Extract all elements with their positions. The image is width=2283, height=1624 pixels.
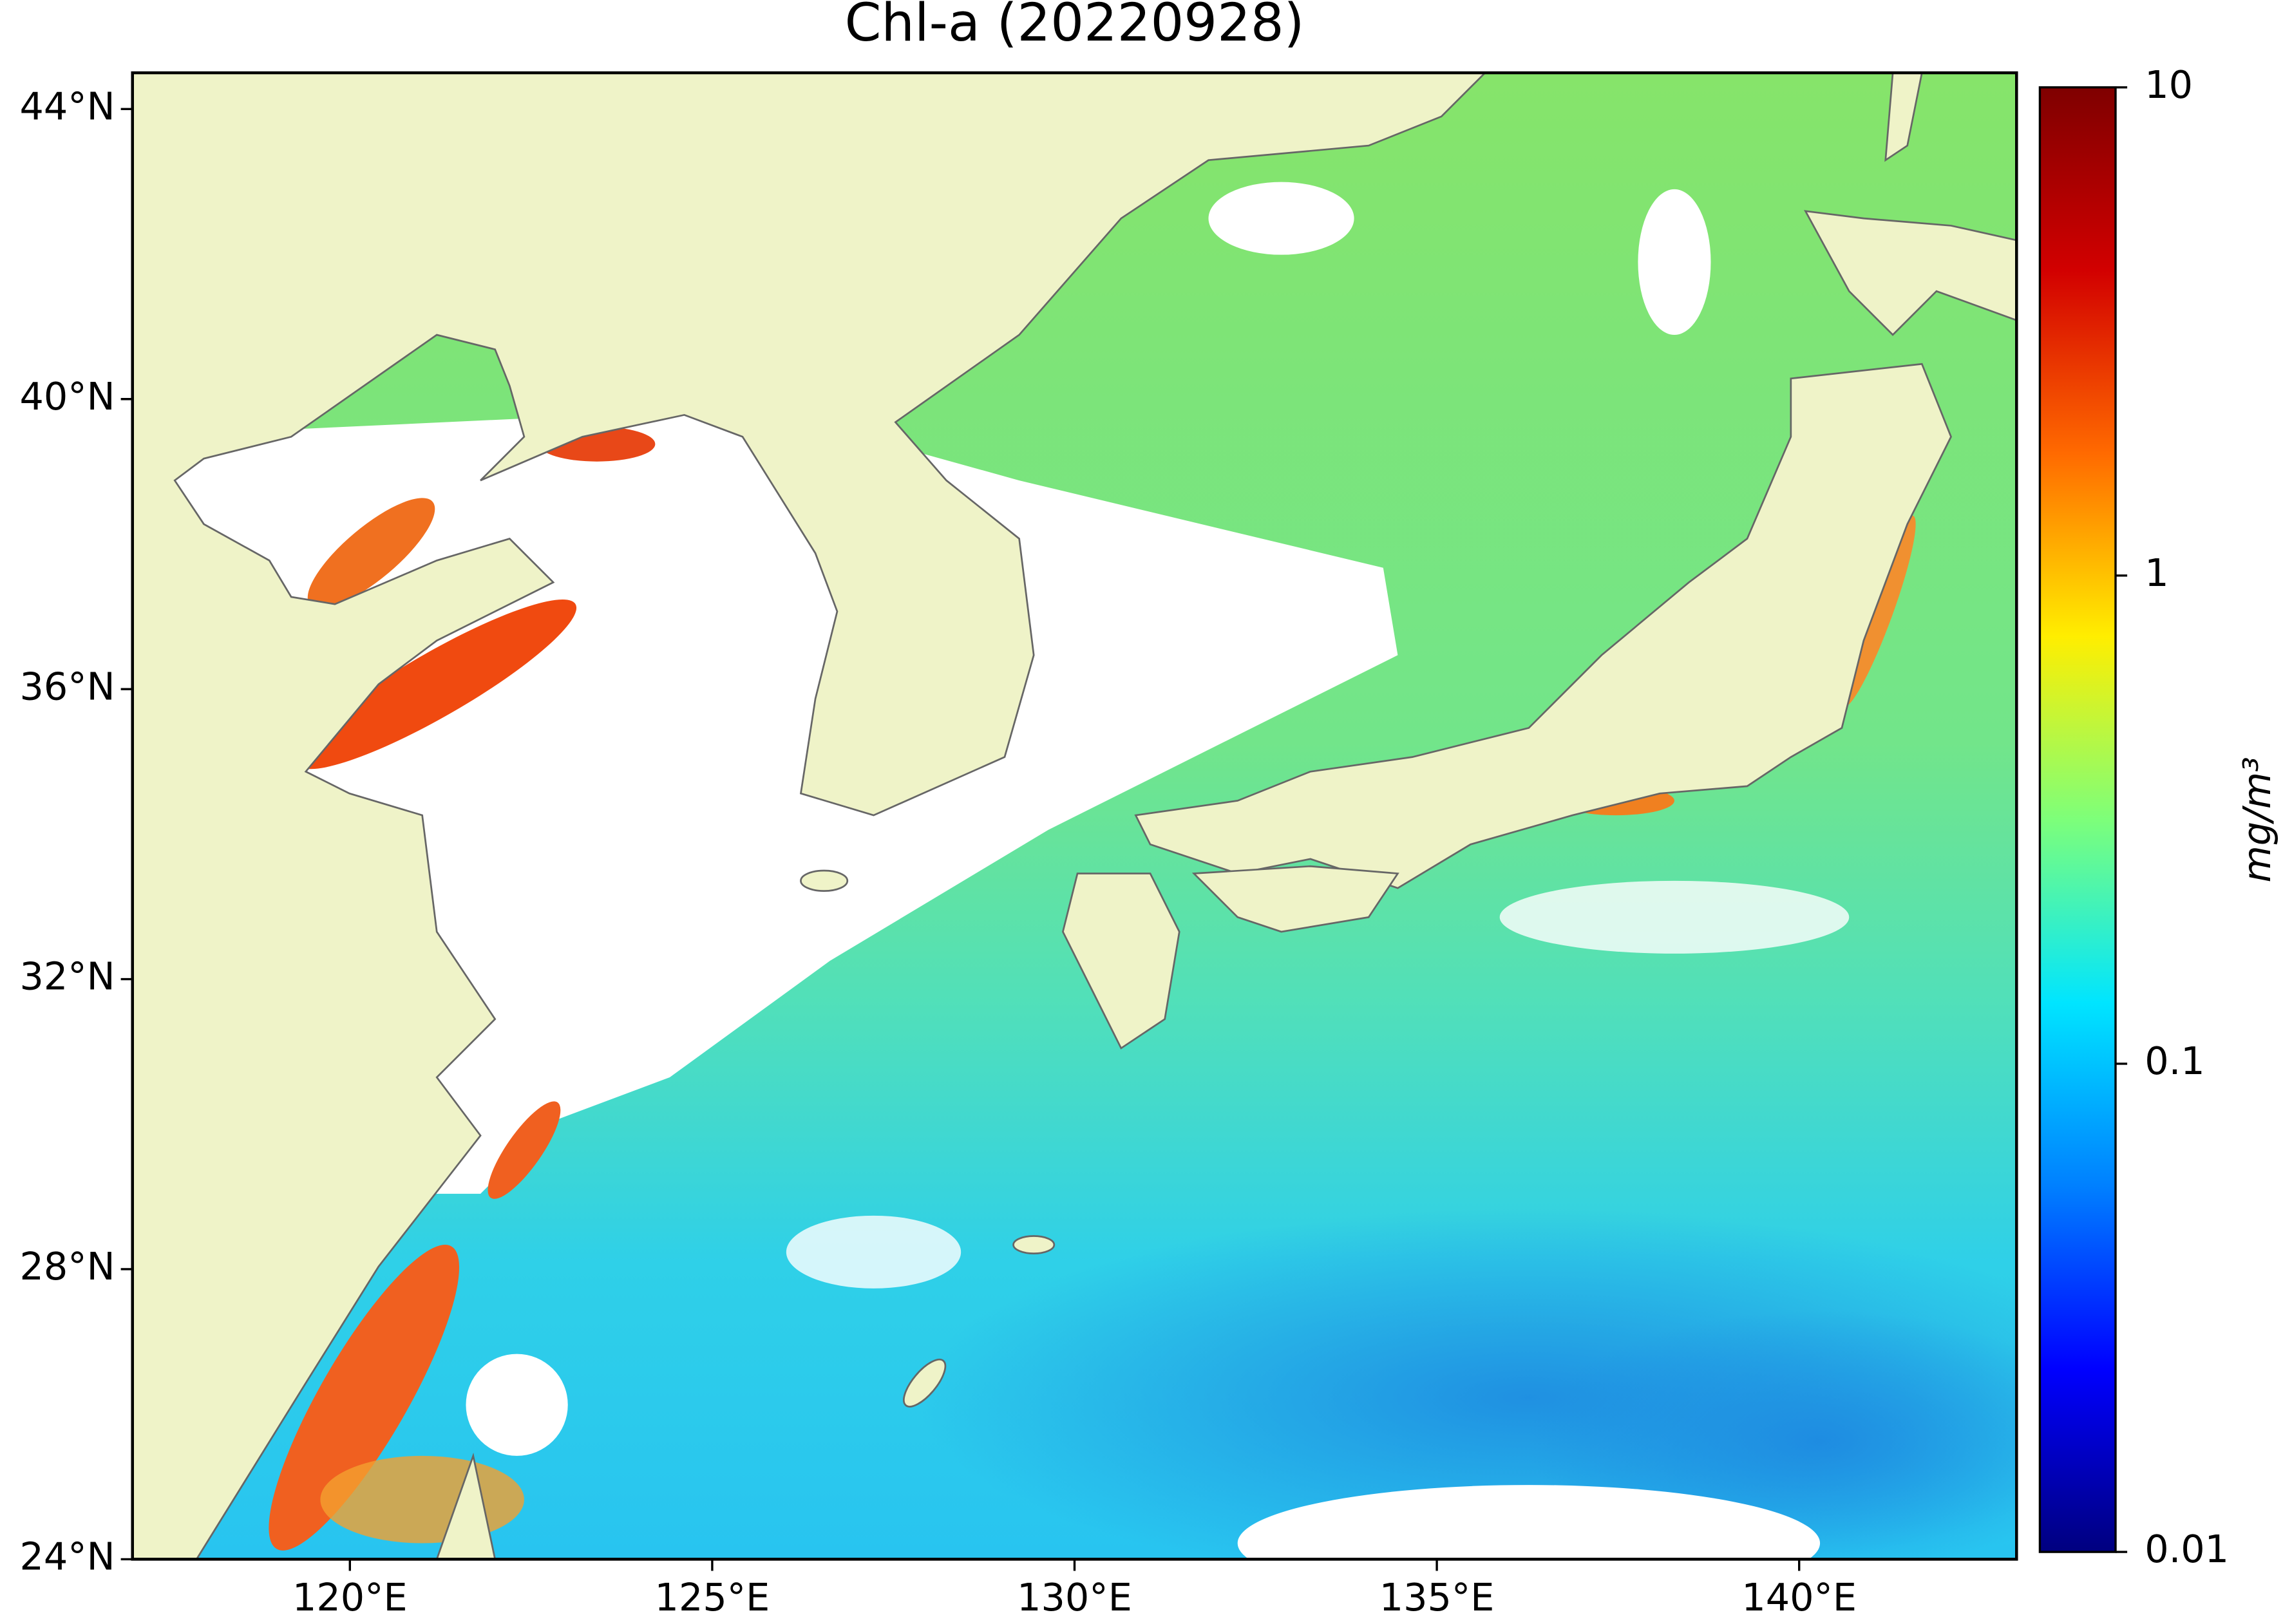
y-tick-label: 28°N (19, 1244, 115, 1289)
island (1884, 73, 1923, 162)
island (1191, 865, 1399, 933)
y-tick-label: 36°N (19, 664, 115, 708)
colorbar-tick-label: 1 (2145, 551, 2168, 595)
no-data (1638, 189, 1711, 335)
colorbar-tick-label: 0.1 (2145, 1039, 2204, 1083)
high-chl-patch (269, 1245, 460, 1551)
island (903, 1358, 947, 1408)
no-data (466, 1354, 568, 1456)
no-data (1208, 182, 1354, 255)
colorbar-tick-label: 0.01 (2145, 1527, 2229, 1571)
chart-title: Chl-a (20220928) (845, 0, 1305, 53)
colorbar (2038, 86, 2117, 1553)
high-chl-patch (320, 1455, 524, 1544)
island (800, 869, 849, 892)
no-data (1237, 1485, 1820, 1560)
high-chl-patch (297, 600, 577, 770)
mainland (132, 73, 1486, 1560)
x-tick-label: 140°E (1741, 1575, 1857, 1619)
x-tick-label: 130°E (1017, 1575, 1132, 1619)
y-tick-label: 24°N (19, 1534, 115, 1579)
high-chl-patch (488, 1101, 561, 1199)
no-data (1499, 880, 1850, 954)
island (1134, 363, 1953, 889)
high-chl-patch (307, 498, 435, 609)
y-tick-label: 32°N (19, 954, 115, 999)
x-tick-label: 135°E (1379, 1575, 1495, 1619)
map-area (132, 73, 2017, 1560)
x-tick-label: 125°E (655, 1575, 770, 1619)
y-tick-label: 44°N (19, 84, 115, 128)
colorbar-tick-label: 10 (2145, 62, 2193, 107)
island (1012, 1235, 1056, 1254)
island (435, 1452, 497, 1560)
island (1803, 210, 2017, 336)
no-data (786, 1215, 962, 1289)
x-tick-label: 120°E (292, 1575, 408, 1619)
y-tick-label: 40°N (19, 374, 115, 419)
land (132, 73, 2017, 1560)
colorbar-label: mg/m³ (2235, 757, 2279, 882)
island (1061, 873, 1180, 1050)
